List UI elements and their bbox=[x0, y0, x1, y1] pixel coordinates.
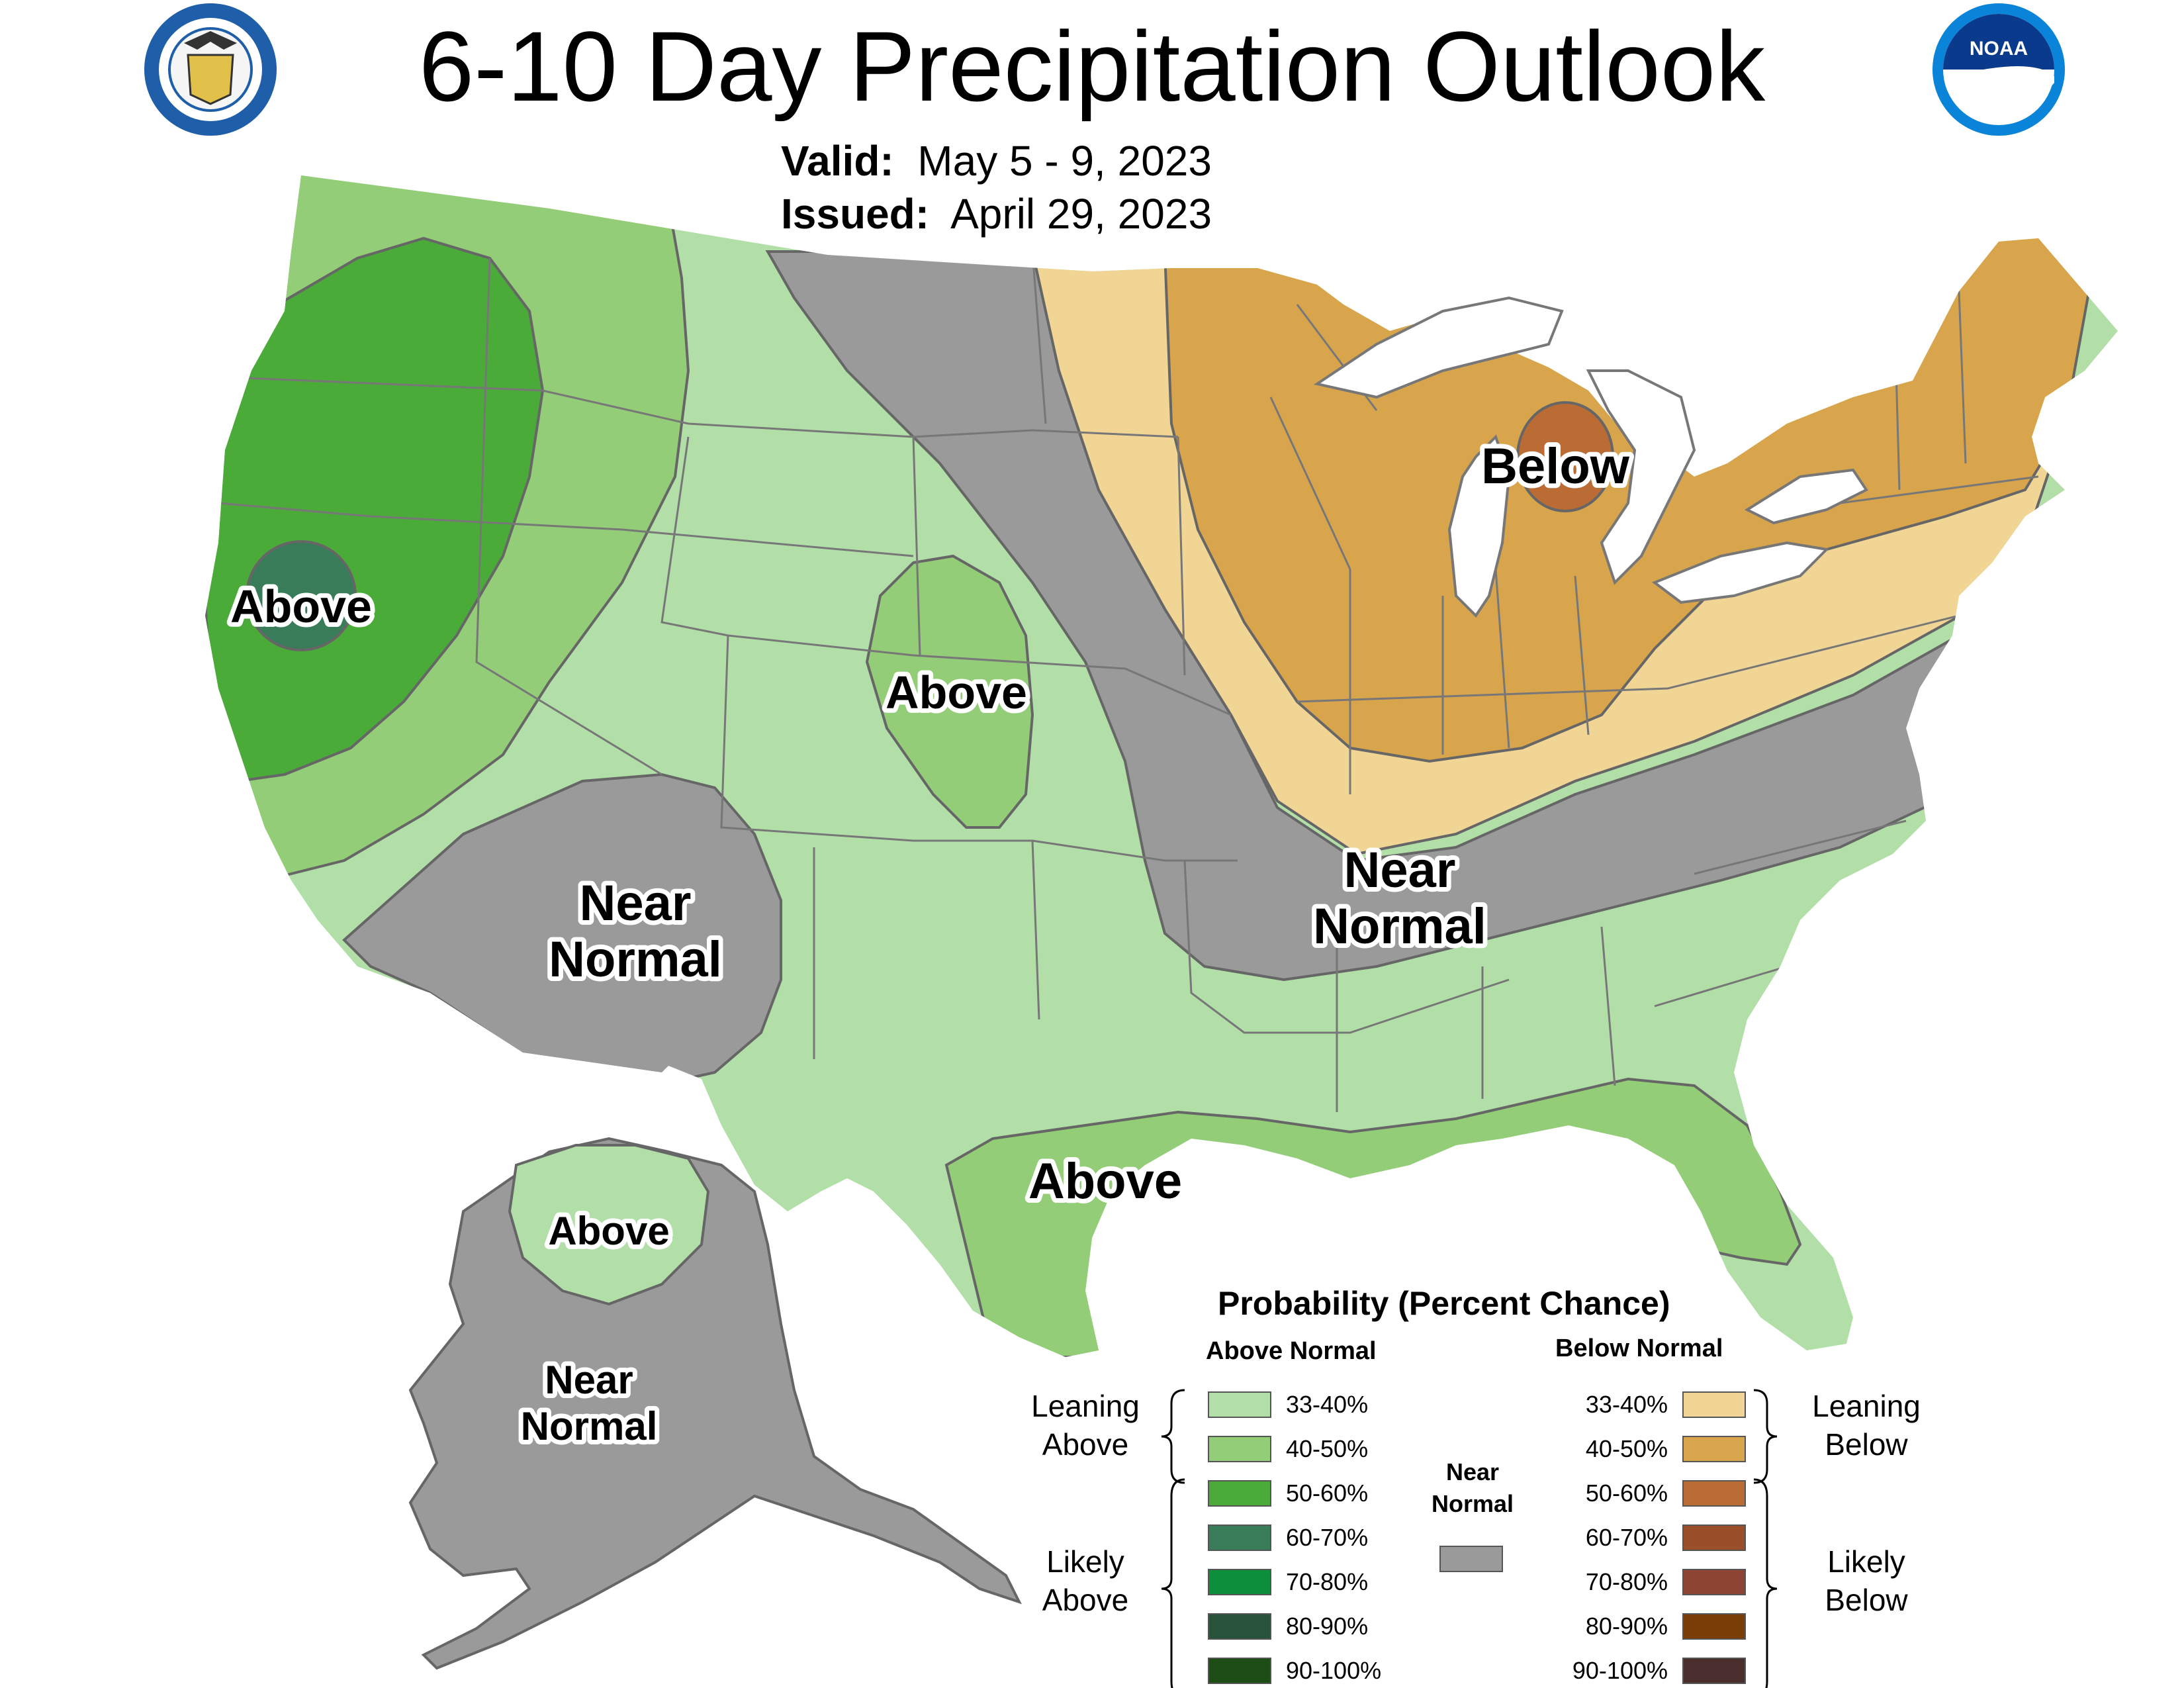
likely-above-line2: Above bbox=[1042, 1583, 1129, 1617]
legend-above-row: 70-80% bbox=[1208, 1568, 1368, 1597]
legend-below-row: 60-70% bbox=[1555, 1523, 1746, 1552]
legend-title: Probability (Percent Chance) bbox=[1218, 1285, 1670, 1322]
legend-above-row: 80-90% bbox=[1208, 1612, 1368, 1641]
legend-below-row: 80-90% bbox=[1555, 1612, 1746, 1641]
legend-below-swatch bbox=[1682, 1658, 1746, 1684]
leaning-above-line2: Above bbox=[1042, 1427, 1129, 1462]
legend-above-swatch bbox=[1208, 1391, 1271, 1418]
legend-below-row: 40-50% bbox=[1555, 1434, 1746, 1464]
leaning-above-line1: Leaning bbox=[1031, 1389, 1140, 1423]
likely-below-line1: Likely bbox=[1827, 1544, 1905, 1579]
legend-above-row: 60-70% bbox=[1208, 1523, 1368, 1552]
legend-below-range-label: 40-50% bbox=[1585, 1435, 1668, 1462]
brace-likely-above bbox=[1161, 1478, 1185, 1688]
leaning-below-line2: Below bbox=[1825, 1427, 1908, 1462]
below-50-60-region bbox=[1516, 401, 1614, 512]
legend-likely-above: Likely Above bbox=[1013, 1542, 1158, 1619]
likely-below-line2: Below bbox=[1825, 1583, 1908, 1617]
legend-above-row: 33-40% bbox=[1208, 1390, 1368, 1419]
legend-above-range-label: 60-70% bbox=[1286, 1524, 1369, 1551]
alaska-above-region bbox=[508, 1144, 710, 1306]
legend-above-range-label: 70-80% bbox=[1286, 1568, 1369, 1595]
noaa-logo: NOAA bbox=[1933, 3, 2065, 136]
legend-below-row: 70-80% bbox=[1555, 1568, 1746, 1597]
likely-above-line1: Likely bbox=[1046, 1544, 1124, 1579]
legend-near-line2: Normal bbox=[1431, 1490, 1514, 1517]
legend-above-range-label: 90-100% bbox=[1286, 1657, 1382, 1684]
legend-above-heading: Above Normal bbox=[1206, 1337, 1377, 1365]
legend-below-row: 50-60% bbox=[1555, 1479, 1746, 1508]
legend-above-row: 40-50% bbox=[1208, 1434, 1368, 1464]
label-alaska-normal: Normal bbox=[521, 1404, 658, 1448]
label-gulf-above: Above bbox=[1028, 1153, 1182, 1209]
label-great-lakes-below: Below bbox=[1481, 438, 1630, 494]
legend-below-swatch bbox=[1682, 1613, 1746, 1640]
brace-leaning-below bbox=[1753, 1389, 1778, 1484]
issued-label: Issued: bbox=[781, 190, 930, 238]
label-southwest-near: Near bbox=[580, 875, 692, 931]
legend-below-range-label: 50-60% bbox=[1585, 1479, 1668, 1507]
legend-below-range-label: 60-70% bbox=[1585, 1524, 1668, 1551]
commerce-seal-logo bbox=[144, 3, 277, 136]
legend-below-row: 90-100% bbox=[1555, 1656, 1746, 1685]
legend-below-range-label: 70-80% bbox=[1585, 1568, 1668, 1595]
noaa-logo-text: NOAA bbox=[1970, 38, 2028, 60]
legend-above-swatch bbox=[1208, 1480, 1271, 1507]
legend-above-swatch bbox=[1208, 1524, 1271, 1551]
legend-above-range-label: 80-90% bbox=[1286, 1613, 1369, 1640]
label-west-above: Above bbox=[230, 581, 372, 632]
leaning-below-line1: Leaning bbox=[1812, 1389, 1921, 1423]
legend-near-line1: Near bbox=[1445, 1458, 1500, 1485]
state-boundaries bbox=[218, 251, 2039, 1112]
valid-value: May 5 - 9, 2023 bbox=[917, 137, 1212, 185]
legend-below-swatch bbox=[1682, 1391, 1746, 1418]
brace-leaning-above bbox=[1161, 1389, 1185, 1484]
label-alaska-above: Above bbox=[548, 1209, 669, 1253]
legend-above-swatch bbox=[1208, 1569, 1271, 1595]
central-above-40-50-region bbox=[865, 554, 1034, 829]
legend-near-normal-heading: Near Normal bbox=[1423, 1456, 1522, 1520]
issued-line: Issued: April 29, 2023 bbox=[781, 189, 1212, 239]
legend-below-swatch bbox=[1682, 1524, 1746, 1551]
legend-above-row: 50-60% bbox=[1208, 1479, 1368, 1508]
legend-above-row: 90-100% bbox=[1208, 1656, 1381, 1685]
legend-leaning-above: Leaning Above bbox=[1013, 1387, 1158, 1464]
legend-likely-below: Likely Below bbox=[1794, 1542, 1939, 1619]
legend-above-swatch bbox=[1208, 1658, 1271, 1684]
legend-below-swatch bbox=[1682, 1436, 1746, 1462]
issued-value: April 29, 2023 bbox=[950, 190, 1212, 238]
legend-above-range-label: 40-50% bbox=[1286, 1435, 1369, 1462]
legend-leaning-below: Leaning Below bbox=[1794, 1387, 1939, 1464]
label-mid-near: Near bbox=[1344, 842, 1456, 898]
west-60-70-region bbox=[246, 540, 357, 651]
legend-above-range-label: 33-40% bbox=[1286, 1391, 1369, 1418]
page-title: 6-10 Day Precipitation Outlook bbox=[418, 11, 1766, 122]
label-southwest-normal: Normal bbox=[549, 931, 722, 988]
valid-line: Valid: May 5 - 9, 2023 bbox=[781, 136, 1212, 186]
label-central-above: Above bbox=[886, 667, 1027, 718]
legend-below-row: 33-40% bbox=[1555, 1390, 1746, 1419]
label-alaska-near: Near bbox=[545, 1358, 633, 1402]
legend-above-swatch bbox=[1208, 1436, 1271, 1462]
legend-above-range-label: 50-60% bbox=[1286, 1479, 1369, 1507]
legend-below-range-label: 33-40% bbox=[1585, 1391, 1668, 1418]
legend-near-normal-swatch bbox=[1439, 1546, 1503, 1572]
legend-below-range-label: 90-100% bbox=[1572, 1657, 1668, 1684]
great-lakes bbox=[1313, 296, 1868, 618]
legend-below-heading: Below Normal bbox=[1555, 1335, 1723, 1362]
legend-below-swatch bbox=[1682, 1569, 1746, 1595]
label-mid-normal: Normal bbox=[1313, 898, 1486, 955]
legend-above-swatch bbox=[1208, 1613, 1271, 1640]
legend-below-swatch bbox=[1682, 1480, 1746, 1507]
valid-label: Valid: bbox=[781, 137, 894, 185]
legend-below-range-label: 80-90% bbox=[1585, 1613, 1668, 1640]
brace-likely-below bbox=[1753, 1478, 1778, 1688]
